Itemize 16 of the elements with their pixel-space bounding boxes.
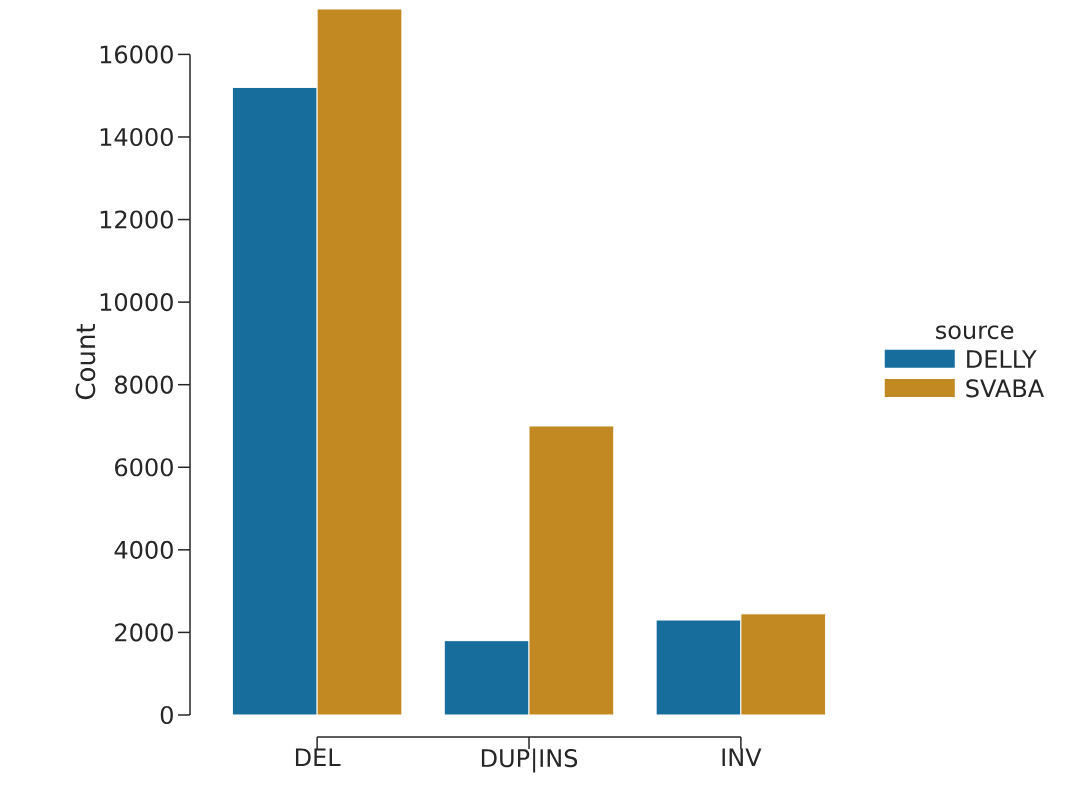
x-tick-label: INV [722, 748, 762, 766]
y-tick-label: 0 [160, 705, 173, 725]
legend-label: SVABA [966, 379, 1044, 398]
y-tick-label: 6000 [115, 458, 173, 477]
x-tick-label: DUP|INS [481, 748, 578, 773]
legend-label: DELLY [967, 350, 1037, 368]
y-tick-label: 16000 [100, 45, 173, 64]
x-tick-label: DEL [295, 748, 341, 766]
y-tick-label: 2000 [115, 623, 173, 642]
y-tick-label: 14000 [100, 127, 173, 147]
legend-title: source [936, 325, 1014, 340]
y-tick-label: 12000 [100, 210, 173, 229]
y-tick-label: 8000 [115, 375, 173, 394]
y-tick-label: 4000 [114, 540, 173, 559]
y-tick-label: 10000 [100, 293, 173, 312]
y-axis-title: Count [75, 323, 96, 400]
